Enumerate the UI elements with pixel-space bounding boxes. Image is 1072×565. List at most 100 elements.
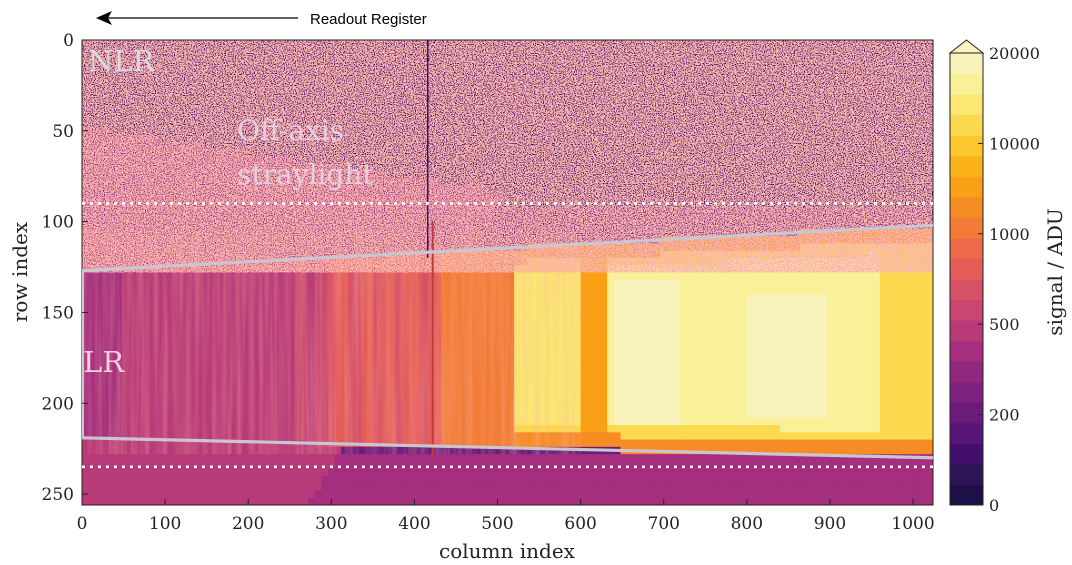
heatmap-cell [673,294,681,303]
heatmap-cell [607,316,615,324]
heatmap-cell [760,301,768,310]
heatmap-cell [913,279,921,288]
heatmap-cell [879,287,888,295]
heatmap-cell [913,308,921,317]
heatmap-cell [853,294,861,303]
heatmap-cell [680,279,688,288]
heatmap-cell [587,279,595,288]
heatmap-cell [653,294,662,303]
heatmap-cell [800,301,808,310]
heatmap-cell [773,287,781,295]
heatmap-cell [819,301,828,310]
heatmap-cell [600,301,608,310]
heatmap-cell [760,287,768,295]
heatmap-cell [859,287,868,295]
heatmap-cell [620,301,628,310]
heatmap-cell [633,301,642,310]
heatmap-cell [866,308,874,317]
heatmap-cell [866,294,874,303]
heatmap-cell [866,316,874,324]
heatmap-cell [693,301,701,310]
heatmap-cell [893,279,901,288]
heatmap-cell [886,279,894,288]
heatmap-cell [899,272,908,281]
heatmap-cell [879,294,888,303]
heatmap-cell [879,279,888,288]
heatmap-cell [866,301,874,310]
heatmap-cell [627,287,635,295]
heatmap-cell [693,308,701,317]
heatmap-cell [906,294,914,303]
heatmap-cell [800,279,808,288]
heatmap-cell [773,316,781,324]
heatmap-cell [926,287,933,295]
heatmap-cell [919,301,927,310]
heatmap-cell [813,308,821,317]
heatmap-cell [746,308,755,317]
heatmap-cell [800,316,808,324]
heatmap-cell [833,301,841,310]
heatmap-cell [780,316,788,324]
heatmap-cell [873,279,881,288]
heatmap-cell [740,279,748,288]
heatmap-cell [760,316,768,324]
heatmap-cell [640,272,648,281]
heatmap-cell [740,272,748,281]
heatmap-cell [713,301,721,310]
heatmap-cell [766,287,775,295]
heatmap-cell [859,301,868,310]
heatmap-cell [640,279,648,288]
heatmap-cell [633,316,642,324]
heatmap-cell [713,294,721,303]
heatmap-cell [620,294,628,303]
heatmap-cell [893,272,901,281]
heatmap-cell [919,272,927,281]
heatmap-cell [580,279,588,288]
heatmap-cell [700,316,708,324]
heatmap-cell [886,272,894,281]
heatmap-cell [793,301,801,310]
heatmap-cell [846,272,854,281]
heatmap-cell [753,272,761,281]
heatmap-cell [687,287,695,295]
heatmap-cell [726,301,735,310]
heatmap-cell [580,294,588,303]
heatmap-cell [613,279,622,288]
heatmap-cell [733,294,741,303]
heatmap-cell [906,301,914,310]
heatmap-cell [660,279,668,288]
heatmap-cell [733,272,741,281]
heatmap-cell [746,272,755,281]
heatmap-cell [913,301,921,310]
heatmap-cell [853,287,861,295]
heatmap-cell [680,272,688,281]
heatmap-cell [687,308,695,317]
heatmap-cell [886,287,894,295]
heatmap-cell [879,301,888,310]
heatmap-cell [700,308,708,317]
heatmap-cell [839,308,848,317]
heatmap-cell [833,279,841,288]
heatmap-cell [833,294,841,303]
heatmap-cell [587,272,595,281]
heatmap-cell [640,287,648,295]
heatmap-cell [600,272,608,281]
heatmap-cell [813,294,821,303]
heatmap-cell [886,294,894,303]
heatmap-cell [667,279,675,288]
heatmap-cell [673,316,681,324]
heatmap-cell [773,301,781,310]
heatmap-cell [786,287,794,295]
heatmap-cell [800,294,808,303]
heatmap-cell [819,272,828,281]
heatmap-cell [607,272,615,281]
heatmap-cell [813,287,821,295]
heatmap-cell [753,301,761,310]
heatmap-cell [853,308,861,317]
heatmap-cell [726,272,735,281]
heatmap-cell [720,279,728,288]
heatmap-cell [647,272,655,281]
heatmap-cell [613,294,622,303]
heatmap-cell [593,294,602,303]
heatmap-cell [753,316,761,324]
